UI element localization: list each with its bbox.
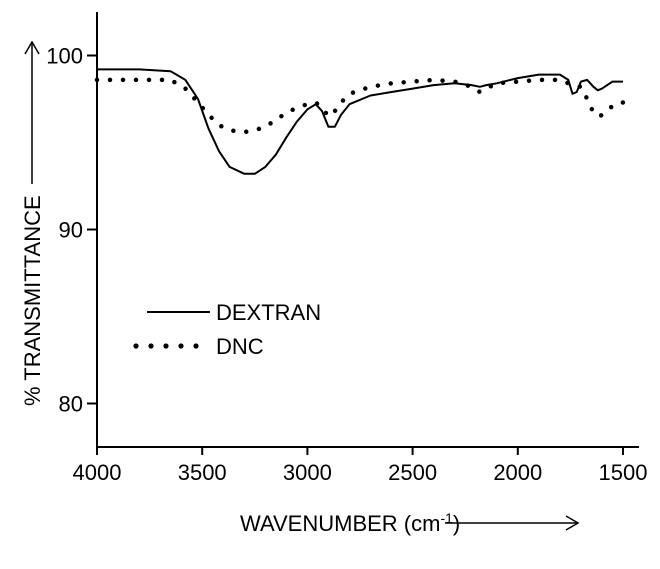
y-tick-label: 90	[59, 218, 83, 243]
y-ticks: 80 90 100	[46, 44, 97, 417]
x-tick-label: 2500	[388, 460, 437, 485]
y-axis-title-group: % TRANSMITTANCE	[20, 40, 45, 406]
legend-dot	[148, 343, 154, 349]
series-line-dnc	[94, 77, 626, 135]
x-axis-title: WAVENUMBER (cm-1)	[240, 510, 460, 536]
x-tick-label: 4000	[73, 460, 122, 485]
x-ticks: 4000 3500 3000 2500 2000 1500	[73, 447, 648, 485]
legend-label-dextran: DEXTRAN	[216, 300, 321, 325]
x-tick-label: 3000	[283, 460, 332, 485]
legend-dot	[193, 343, 199, 349]
legend-dot	[178, 343, 184, 349]
x-axis-arrow-head	[565, 515, 580, 531]
y-tick-label: 80	[59, 392, 83, 417]
x-tick-label: 3500	[178, 460, 227, 485]
x-axis-title-sup: -1	[440, 510, 453, 526]
y-axis-arrow-head	[24, 40, 40, 55]
y-axis-title: % TRANSMITTANCE	[20, 195, 45, 406]
series-layer	[94, 68, 626, 175]
legend-swatch-dnc	[133, 343, 199, 349]
legend-label-dnc: DNC	[216, 334, 264, 359]
legend-dot	[163, 343, 169, 349]
legend-dot	[133, 343, 139, 349]
y-tick-label: 100	[46, 44, 83, 69]
x-axis-title-main: WAVENUMBER (cm	[240, 511, 440, 536]
legend: DEXTRAN DNC	[133, 300, 321, 359]
series-line-dextran	[97, 68, 623, 175]
x-tick-label: 1500	[599, 460, 648, 485]
x-tick-label: 2000	[493, 460, 542, 485]
